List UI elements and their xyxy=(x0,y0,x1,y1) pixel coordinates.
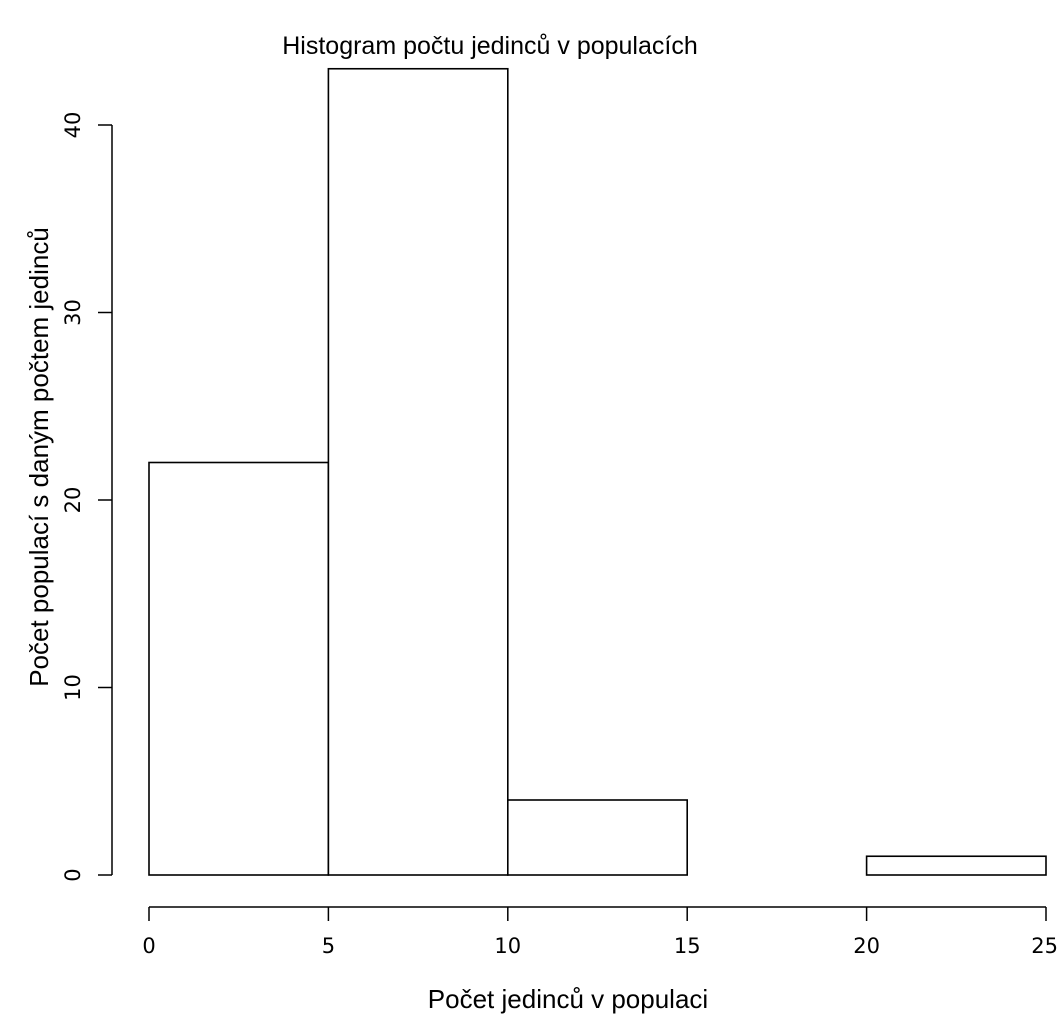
bars-group xyxy=(148,67,1047,876)
x-tick-label-1: 5 xyxy=(322,934,335,958)
y-tick-label-4: 40 xyxy=(61,112,85,139)
x-tick-label-0: 0 xyxy=(142,934,155,958)
histogram-bar-2 xyxy=(506,799,688,876)
histogram-bar-1 xyxy=(327,67,509,876)
x-tick-label-2: 10 xyxy=(494,934,521,958)
y-axis: 0 10 20 30 40 xyxy=(61,112,113,882)
y-axis-label: Počet populací s daným počtem jedinců xyxy=(24,227,54,687)
y-tick-label-1: 10 xyxy=(61,674,85,701)
histogram-bar-0 xyxy=(148,461,330,876)
x-axis-label: Počet jedinců v populaci xyxy=(428,984,708,1014)
x-tick-label-3: 15 xyxy=(674,934,701,958)
x-tick-label-4: 20 xyxy=(853,934,880,958)
x-axis: 0 5 10 15 20 25 xyxy=(142,906,1058,958)
histogram-bar-4 xyxy=(865,855,1047,876)
y-tick-label-2: 20 xyxy=(61,487,85,514)
y-tick-label-0: 0 xyxy=(61,868,85,881)
chart-title: Histogram počtu jedinců v populacích xyxy=(282,32,698,60)
x-tick-label-5: 25 xyxy=(1031,934,1058,958)
y-tick-label-3: 30 xyxy=(61,299,85,326)
